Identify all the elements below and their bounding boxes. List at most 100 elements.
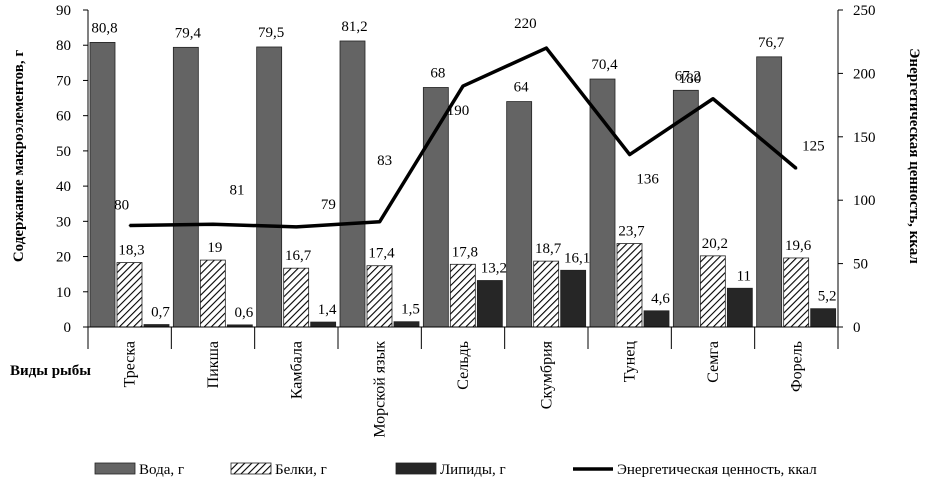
data-label: 68	[430, 65, 445, 81]
energy-label: 83	[377, 153, 392, 169]
bars	[89, 40, 837, 328]
bar-water	[506, 101, 533, 328]
energy-point	[795, 167, 798, 170]
energy-point	[378, 220, 381, 223]
bar-lipid	[560, 269, 587, 328]
energy-label: 81	[230, 182, 245, 198]
bar-lipid	[310, 321, 337, 328]
data-label: 0,6	[234, 305, 253, 321]
data-label: 76,7	[758, 35, 785, 51]
category-label: Камбала	[288, 341, 305, 399]
energy-point	[212, 223, 214, 226]
data-label: 5,2	[818, 289, 837, 305]
data-label: 81,2	[341, 19, 367, 35]
energy-label: 125	[802, 139, 825, 155]
energy-label: 220	[514, 16, 537, 32]
energy-point	[712, 97, 714, 100]
data-label: 4,6	[651, 291, 670, 307]
legend-swatch	[230, 462, 272, 475]
bar-water	[589, 78, 616, 328]
y-tick-label: 80	[56, 38, 71, 54]
energy-point	[128, 224, 131, 227]
bar-water	[89, 42, 116, 328]
y2-axis-title: Энергетическая ценность, ккал	[906, 48, 922, 264]
data-label: 18,3	[118, 243, 144, 259]
category-label: Форель	[788, 341, 805, 392]
bar-water	[256, 46, 283, 328]
bar-lipid	[476, 280, 503, 328]
data-label: 11	[737, 268, 751, 284]
energy-label: 136	[636, 172, 659, 188]
data-label: 20,2	[702, 236, 728, 252]
category-axis-title: Виды рыбы	[10, 363, 91, 379]
energy-label: 190	[447, 103, 470, 119]
data-label: 23,7	[618, 224, 645, 240]
data-labels: 80,8 79,4 79,5 81,2 68 64 70,4 67,2 76,7 18,3 19 16…	[91, 16, 836, 321]
energy-point	[628, 153, 631, 156]
y-axis-title: Содержание макроэлементов, г	[11, 50, 27, 263]
legend-swatch	[94, 462, 136, 475]
data-label: 17,8	[452, 244, 478, 260]
energy-line	[128, 46, 798, 229]
bar-protein	[283, 267, 310, 328]
data-label: 79,5	[258, 25, 284, 41]
y2-tick-label: 100	[853, 193, 876, 209]
y-tick-label: 20	[56, 250, 71, 266]
bar-protein	[449, 263, 476, 328]
energy-label: 80	[114, 198, 129, 214]
legend: Вода, г Белки, г Липиды, г Энергетическая ц…	[94, 462, 817, 478]
data-label: 80,8	[91, 20, 117, 36]
y2-tick-label: 0	[853, 320, 861, 336]
bar-protein	[616, 243, 643, 328]
data-label: 18,7	[535, 241, 562, 257]
data-label: 19,6	[785, 238, 812, 254]
axes: 0 10 20 30 40 50 60 70 80 90 0 50 100 150 200 250 Треска…	[56, 3, 876, 438]
data-label: 64	[514, 80, 530, 96]
bar-lipid	[393, 321, 420, 328]
data-label: 1,5	[401, 302, 420, 318]
category-label: Скумбрия	[538, 340, 555, 409]
data-label: 79,4	[175, 25, 202, 41]
y-tick-label: 0	[64, 320, 72, 336]
bar-protein	[533, 260, 560, 328]
energy-point	[295, 225, 298, 228]
legend-label: Вода, г	[139, 462, 184, 478]
data-label: 16,7	[285, 248, 312, 264]
bar-protein	[366, 265, 393, 328]
bar-lipid	[810, 308, 837, 328]
y2-tick-label: 50	[853, 257, 868, 273]
bar-water	[339, 40, 366, 328]
data-label: 0,7	[151, 305, 170, 321]
y-tick-label: 30	[56, 214, 71, 230]
legend-label: Энергетическая ценность, ккал	[617, 462, 817, 478]
y2-tick-label: 250	[853, 3, 876, 19]
bar-protein	[699, 255, 726, 328]
category-label: Сельдь	[455, 341, 472, 390]
y2-tick-label: 200	[853, 66, 876, 82]
category-label: Морской язык	[372, 341, 389, 438]
category-label: Тунец	[622, 341, 639, 383]
legend-label: Липиды, г	[440, 462, 506, 478]
y-tick-label: 10	[56, 285, 71, 301]
data-label: 19	[207, 240, 222, 256]
legend-swatch	[395, 462, 437, 475]
bar-water	[422, 87, 449, 328]
y2-tick-label: 150	[853, 130, 876, 146]
bar-protein	[199, 259, 226, 328]
bar-water	[172, 46, 199, 328]
bar-lipid	[643, 310, 670, 328]
legend-label: Белки, г	[275, 462, 327, 478]
data-label: 17,4	[368, 246, 395, 262]
category-label: Треска	[122, 341, 139, 387]
data-label: 1,4	[318, 302, 337, 318]
bar-protein	[116, 262, 143, 328]
data-label: 16,1	[564, 250, 590, 266]
y-tick-label: 40	[56, 179, 71, 195]
bar-water	[672, 89, 699, 328]
energy-point	[545, 47, 548, 50]
data-label: 67,2	[675, 68, 701, 84]
energy-point	[462, 85, 464, 88]
bar-lipid	[726, 287, 753, 328]
y-tick-label: 50	[56, 144, 71, 160]
